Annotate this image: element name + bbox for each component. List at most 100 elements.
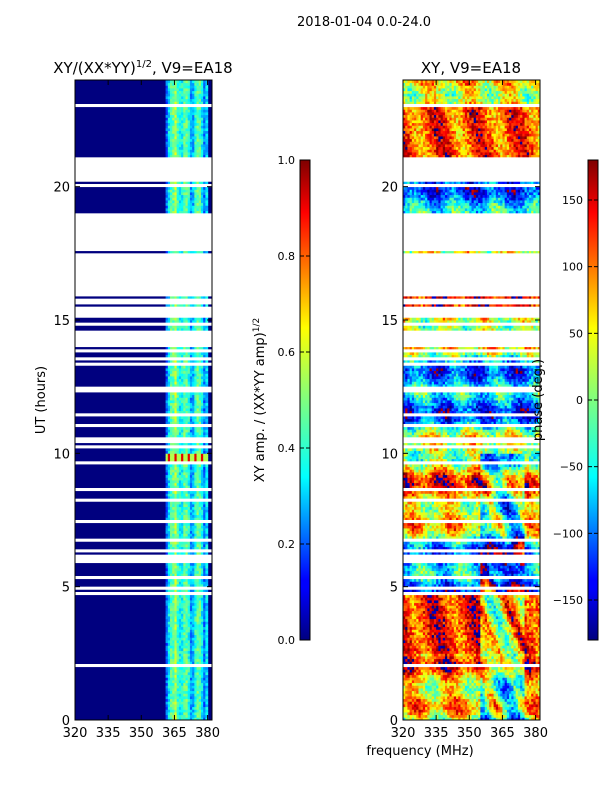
heatmap-cell <box>520 706 523 710</box>
heatmap-cell <box>187 573 191 577</box>
heatmap-cell <box>165 704 169 708</box>
heatmap-cell <box>449 658 453 662</box>
heatmap-cell <box>172 600 176 604</box>
heatmap-cell <box>200 624 204 628</box>
heatmap-cell <box>174 525 178 529</box>
heatmap-cell <box>456 672 459 676</box>
heatmap-cell <box>187 442 191 446</box>
heatmap-cell <box>167 661 171 665</box>
masked-row <box>75 413 212 417</box>
heatmap-cell <box>189 418 193 422</box>
heatmap-cell <box>444 690 448 694</box>
heatmap-cell <box>187 408 191 412</box>
heatmap-cell <box>176 208 180 212</box>
heatmap-cell <box>165 200 169 204</box>
heatmap-cell <box>167 533 171 537</box>
heatmap-cell <box>198 546 202 550</box>
heatmap-cell <box>414 650 417 654</box>
heatmap-cell <box>500 712 504 716</box>
heatmap-cell <box>407 693 411 697</box>
heatmap-cell <box>453 650 457 654</box>
heatmap-cell <box>407 690 411 694</box>
heatmap-cell <box>196 181 200 185</box>
heatmap-cell <box>500 704 504 708</box>
heatmap-cell <box>181 397 184 401</box>
heatmap-cell <box>502 693 506 697</box>
heatmap-cell <box>473 685 477 689</box>
heatmap-cell <box>185 200 189 204</box>
heatmap-cell <box>187 658 191 662</box>
heatmap-cell <box>533 669 537 673</box>
heatmap-cell <box>200 525 204 529</box>
heatmap-cell <box>196 408 200 412</box>
heatmap-cell <box>418 658 422 662</box>
heatmap-cell <box>420 706 424 710</box>
heatmap-cell <box>170 474 173 478</box>
masked-row <box>75 498 212 502</box>
heatmap-cell <box>203 456 206 460</box>
heatmap-cell <box>165 416 169 420</box>
heatmap-cell <box>504 653 508 657</box>
heatmap-cell <box>198 125 202 129</box>
heatmap-cell <box>189 685 193 689</box>
heatmap-cell <box>181 106 184 110</box>
heatmap-cell <box>189 658 193 662</box>
heatmap-cell <box>486 709 490 713</box>
heatmap-cell <box>203 96 206 100</box>
heatmap-cell <box>200 370 204 374</box>
heatmap-cell <box>172 570 176 574</box>
heatmap-cell <box>517 701 521 705</box>
heatmap-cell <box>453 661 457 665</box>
heatmap-cell <box>513 685 517 689</box>
heatmap-cell <box>165 650 169 654</box>
heatmap-cell <box>189 421 193 425</box>
heatmap-cell <box>172 517 176 521</box>
heatmap-cell <box>451 648 455 652</box>
heatmap-cell <box>205 517 209 521</box>
heatmap-cell <box>165 597 169 601</box>
heatmap-cell <box>504 677 508 681</box>
heatmap-cell <box>511 650 515 654</box>
heatmap-cell <box>535 698 539 702</box>
heatmap-cell <box>187 648 191 652</box>
heatmap-cell <box>172 696 176 700</box>
heatmap-cell <box>170 578 173 582</box>
heatmap-cell <box>200 360 204 364</box>
heatmap-cell <box>528 680 532 684</box>
heatmap-cell <box>196 536 200 540</box>
heatmap-cell <box>192 653 195 657</box>
heatmap-cell <box>178 514 182 518</box>
heatmap-cell <box>495 688 499 692</box>
heatmap-cell <box>200 402 204 406</box>
heatmap-cell <box>194 565 198 569</box>
heatmap-cell <box>183 88 187 92</box>
heatmap-cell <box>429 653 433 657</box>
heatmap-cell <box>178 634 182 638</box>
heatmap-cell <box>183 696 187 700</box>
heatmap-cell <box>414 674 417 678</box>
heatmap-cell <box>194 205 198 209</box>
heatmap-cell <box>192 688 195 692</box>
heatmap-cell <box>174 482 178 486</box>
heatmap-cell <box>194 685 198 689</box>
heatmap-cell <box>478 688 481 692</box>
heatmap-cell <box>189 632 193 636</box>
heatmap-cell <box>517 704 521 708</box>
heatmap-cell <box>475 690 479 694</box>
heatmap-cell <box>471 669 475 673</box>
heatmap-cell <box>515 685 519 689</box>
heatmap-cell <box>167 189 171 193</box>
heatmap-cell <box>165 365 169 369</box>
heatmap-cell <box>167 368 171 372</box>
heatmap-cell <box>181 402 184 406</box>
heatmap-cell <box>203 112 206 116</box>
heatmap-cell <box>433 682 437 686</box>
heatmap-cell <box>192 552 195 556</box>
heatmap-cell <box>200 632 204 636</box>
heatmap-cell <box>475 661 479 665</box>
heatmap-cell <box>203 370 206 374</box>
heatmap-cell <box>205 680 209 684</box>
heatmap-cell <box>535 701 539 705</box>
heatmap-cell <box>198 152 202 156</box>
heatmap-cell <box>203 416 206 420</box>
